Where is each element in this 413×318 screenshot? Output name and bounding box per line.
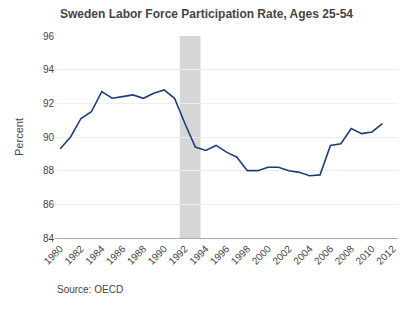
- svg-text:1988: 1988: [125, 243, 149, 267]
- svg-text:2012: 2012: [374, 243, 398, 267]
- svg-text:2006: 2006: [312, 243, 336, 267]
- svg-text:88: 88: [43, 165, 55, 176]
- svg-text:84: 84: [43, 233, 55, 244]
- svg-text:2004: 2004: [291, 243, 315, 267]
- svg-text:92: 92: [43, 98, 55, 109]
- svg-text:1986: 1986: [104, 243, 128, 267]
- svg-text:Source: OECD: Source: OECD: [57, 284, 123, 295]
- svg-text:1998: 1998: [229, 243, 253, 267]
- svg-text:1992: 1992: [166, 243, 190, 267]
- svg-text:96: 96: [43, 31, 55, 42]
- svg-text:86: 86: [43, 199, 55, 210]
- svg-text:Percent: Percent: [13, 118, 25, 156]
- svg-text:2008: 2008: [333, 243, 357, 267]
- svg-text:1980: 1980: [42, 243, 66, 267]
- svg-text:90: 90: [43, 132, 55, 143]
- svg-text:1982: 1982: [62, 243, 86, 267]
- svg-text:1996: 1996: [208, 243, 232, 267]
- svg-text:Sweden Labor Force Participati: Sweden Labor Force Participation Rate, A…: [60, 7, 353, 21]
- svg-text:1984: 1984: [83, 243, 107, 267]
- svg-text:1990: 1990: [146, 243, 170, 267]
- svg-text:1994: 1994: [187, 243, 211, 267]
- svg-text:2000: 2000: [250, 243, 274, 267]
- svg-text:2002: 2002: [270, 243, 294, 267]
- svg-text:2010: 2010: [353, 243, 377, 267]
- svg-text:94: 94: [43, 64, 55, 75]
